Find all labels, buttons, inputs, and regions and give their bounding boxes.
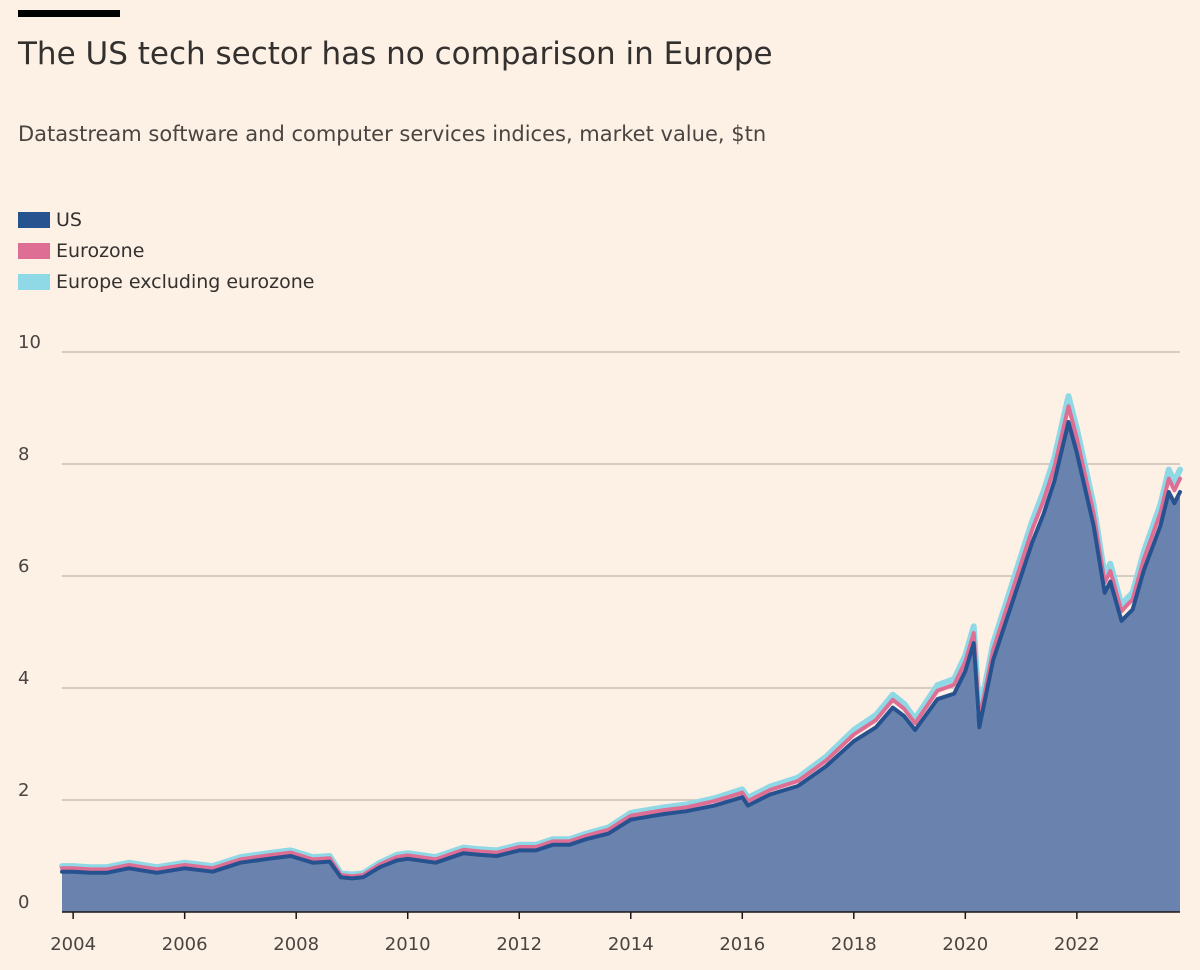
y-tick-label-3: 6 [18,556,29,577]
brand-top-bar [18,10,120,17]
line-us [60,420,1182,881]
y-tick-label-1: 2 [18,780,29,801]
line-europe-excluding-eurozone [59,393,1183,878]
x-tick-label-5: 2014 [608,934,654,955]
legend-label-eurozone: Eurozone [56,239,145,262]
legend-label-us: US [56,208,82,231]
y-tick-label-5: 10 [18,332,41,353]
x-tick-label-2: 2008 [273,934,319,955]
x-tick-label-4: 2012 [496,934,542,955]
x-tick-label-6: 2016 [719,934,765,955]
legend-item-europe-ex-eurozone: Europe excluding eurozone [18,266,314,297]
legend-swatch-us [18,211,50,228]
legend: US Eurozone Europe excluding eurozone [18,204,314,297]
legend-item-us: US [18,204,314,235]
line-eurozone [60,404,1182,879]
chart-title: The US tech sector has no comparison in … [18,36,773,72]
y-tick-label-4: 8 [18,444,29,465]
y-tick-label-2: 4 [18,668,29,689]
x-tick-label-7: 2018 [831,934,877,955]
area-us [62,422,1180,912]
x-tick-label-1: 2006 [162,934,208,955]
x-tick-label-3: 2010 [385,934,431,955]
legend-label-europe-ex-eurozone: Europe excluding eurozone [56,270,315,293]
x-tick-label-9: 2022 [1054,934,1100,955]
legend-swatch-europe-ex-eurozone [18,273,50,290]
chart-subtitle: Datastream software and computer service… [18,122,767,146]
y-tick-label-0: 0 [18,892,29,913]
legend-swatch-eurozone [18,242,50,259]
legend-item-eurozone: Eurozone [18,235,314,266]
x-tick-label-8: 2020 [942,934,988,955]
x-tick-label-0: 2004 [50,934,96,955]
